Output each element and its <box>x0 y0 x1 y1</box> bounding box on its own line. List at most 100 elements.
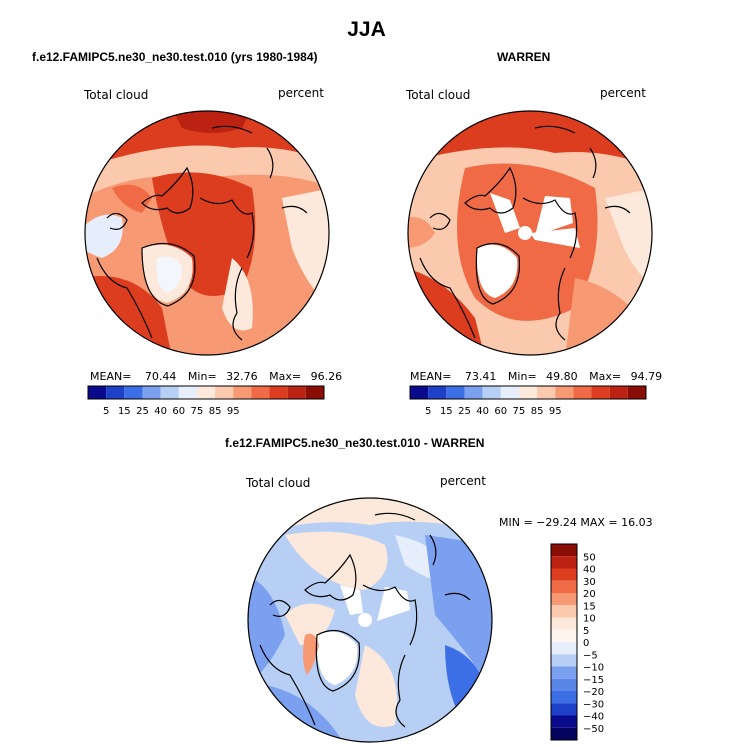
obs-colorbar-box <box>446 386 465 399</box>
obs-colorbar-box <box>609 386 628 399</box>
diff-colorbar-label: −15 <box>583 675 604 686</box>
obs-colorbar-box <box>573 386 592 399</box>
obs-variable-label: Total cloud <box>406 88 471 102</box>
obs-colorbar: 5 15 25 40 60 75 85 95 <box>409 385 647 417</box>
model-colorbar-box <box>142 386 161 399</box>
diff-colorbar-label: 40 <box>583 565 596 576</box>
model-colorbar-box <box>178 386 197 399</box>
diff-colorbar-label: −20 <box>583 687 604 698</box>
obs-colorbar-box <box>500 386 519 399</box>
diff-colorbar-label: 30 <box>583 577 596 588</box>
diff-colorbar-box <box>551 678 577 691</box>
obs-panel-title: WARREN <box>497 50 551 64</box>
obs-map-border <box>407 110 653 356</box>
model-map-border <box>84 110 330 356</box>
model-colorbar-label: 5 <box>103 406 109 417</box>
model-colorbar-label: 95 <box>227 406 240 417</box>
obs-colorbar-label: 15 <box>440 406 453 417</box>
diff-map-border <box>247 497 493 743</box>
model-colorbar-box <box>233 386 252 399</box>
obs-mean-value: 73.41 <box>464 370 497 383</box>
diff-colorbar-label: −5 <box>583 650 598 661</box>
model-mean-value: 70.44 <box>144 370 177 383</box>
diff-colorbar-label: 50 <box>583 552 596 563</box>
obs-min-value: 49.80 <box>546 370 578 383</box>
model-colorbar-box <box>106 386 125 399</box>
model-variable-label: Total cloud <box>84 88 149 102</box>
diff-cloud-field <box>248 498 492 742</box>
model-colorbar-label: 85 <box>209 406 222 417</box>
model-colorbar-box <box>305 386 324 399</box>
diff-colorbar-box <box>551 727 577 740</box>
model-colorbar-box <box>196 386 216 399</box>
model-colorbar-box <box>124 386 143 399</box>
model-units-label: percent <box>278 86 324 100</box>
obs-min-label: Min= <box>507 370 537 383</box>
obs-max-label: Max= <box>589 370 622 383</box>
model-colorbar-box <box>251 386 270 399</box>
model-max-label: Max= <box>269 370 302 383</box>
model-colorbar: 5 15 25 40 60 75 85 95 <box>87 385 325 417</box>
model-colorbar-label: 75 <box>191 406 204 417</box>
model-colorbar-box <box>269 386 288 399</box>
obs-colorbar-label: 95 <box>549 406 562 417</box>
diff-colorbar-box <box>551 703 577 716</box>
diff-colorbar-label: 0 <box>583 638 589 649</box>
diff-colorbar-box <box>551 544 577 557</box>
diff-colorbar-label: −40 <box>583 712 604 723</box>
model-min-value: 32.76 <box>226 370 258 383</box>
diff-colorbar-label: −10 <box>583 663 604 674</box>
diff-colorbar-label: 10 <box>583 614 596 625</box>
model-cloud-field <box>85 111 329 355</box>
obs-colorbar-box <box>482 386 501 399</box>
diff-polar-map <box>247 497 493 743</box>
obs-colorbar-box <box>428 386 447 399</box>
model-colorbar-label: 60 <box>172 406 185 417</box>
diff-colorbar-label: 5 <box>583 626 589 637</box>
obs-colorbar-box <box>627 386 646 399</box>
diff-colorbar-box <box>551 617 577 630</box>
diff-colorbar-label: 15 <box>583 601 596 612</box>
model-coastlines <box>96 125 308 341</box>
model-polar-map <box>84 110 330 356</box>
diff-panel-title: f.e12.FAMIPC5.ne30_ne30.test.010 - WARRE… <box>225 436 485 450</box>
obs-mean-label: MEAN= <box>410 370 452 383</box>
model-colorbar-label: 40 <box>154 406 167 417</box>
diff-coastlines <box>259 512 471 728</box>
diff-colorbar-box <box>551 642 577 655</box>
model-colorbar-label: 25 <box>136 406 149 417</box>
obs-colorbar-box <box>555 386 574 399</box>
obs-colorbar-box <box>518 386 538 399</box>
obs-colorbar-label: 60 <box>494 406 507 417</box>
obs-colorbar-label: 5 <box>425 406 431 417</box>
diff-colorbar-box <box>551 691 577 704</box>
obs-colorbar-label: 85 <box>531 406 544 417</box>
model-mean-label: MEAN= <box>90 370 132 383</box>
obs-colorbar-label: 25 <box>458 406 471 417</box>
obs-cloud-field <box>408 111 652 355</box>
diff-colorbar-label: 20 <box>583 589 596 600</box>
diff-colorbar-box <box>551 593 577 606</box>
obs-colorbar-box <box>591 386 610 399</box>
model-min-label: Min= <box>187 370 217 383</box>
diff-colorbar-label: −50 <box>583 724 604 735</box>
diff-colorbar-box <box>551 715 577 728</box>
diff-units-label: percent <box>440 474 486 488</box>
obs-units-label: percent <box>600 86 646 100</box>
diff-colorbar-box <box>551 568 577 581</box>
model-panel-title: f.e12.FAMIPC5.ne30_ne30.test.010 (yrs 19… <box>32 50 318 64</box>
model-colorbar-box <box>215 386 234 399</box>
season-title: JJA <box>347 18 386 41</box>
model-stats: MEAN= 70.44 Min= 32.76 Max= 96.26 <box>90 370 342 383</box>
obs-colorbar-box <box>464 386 483 399</box>
model-colorbar-box <box>160 386 179 399</box>
diff-colorbar-box <box>551 629 577 642</box>
obs-colorbar-box <box>537 386 556 399</box>
diff-colorbar-box <box>551 666 577 679</box>
obs-max-value: 94.79 <box>630 370 663 383</box>
model-colorbar-label: 15 <box>118 406 131 417</box>
obs-coastlines <box>419 125 631 341</box>
obs-colorbar-label: 40 <box>476 406 489 417</box>
diff-colorbar-box <box>551 556 577 569</box>
